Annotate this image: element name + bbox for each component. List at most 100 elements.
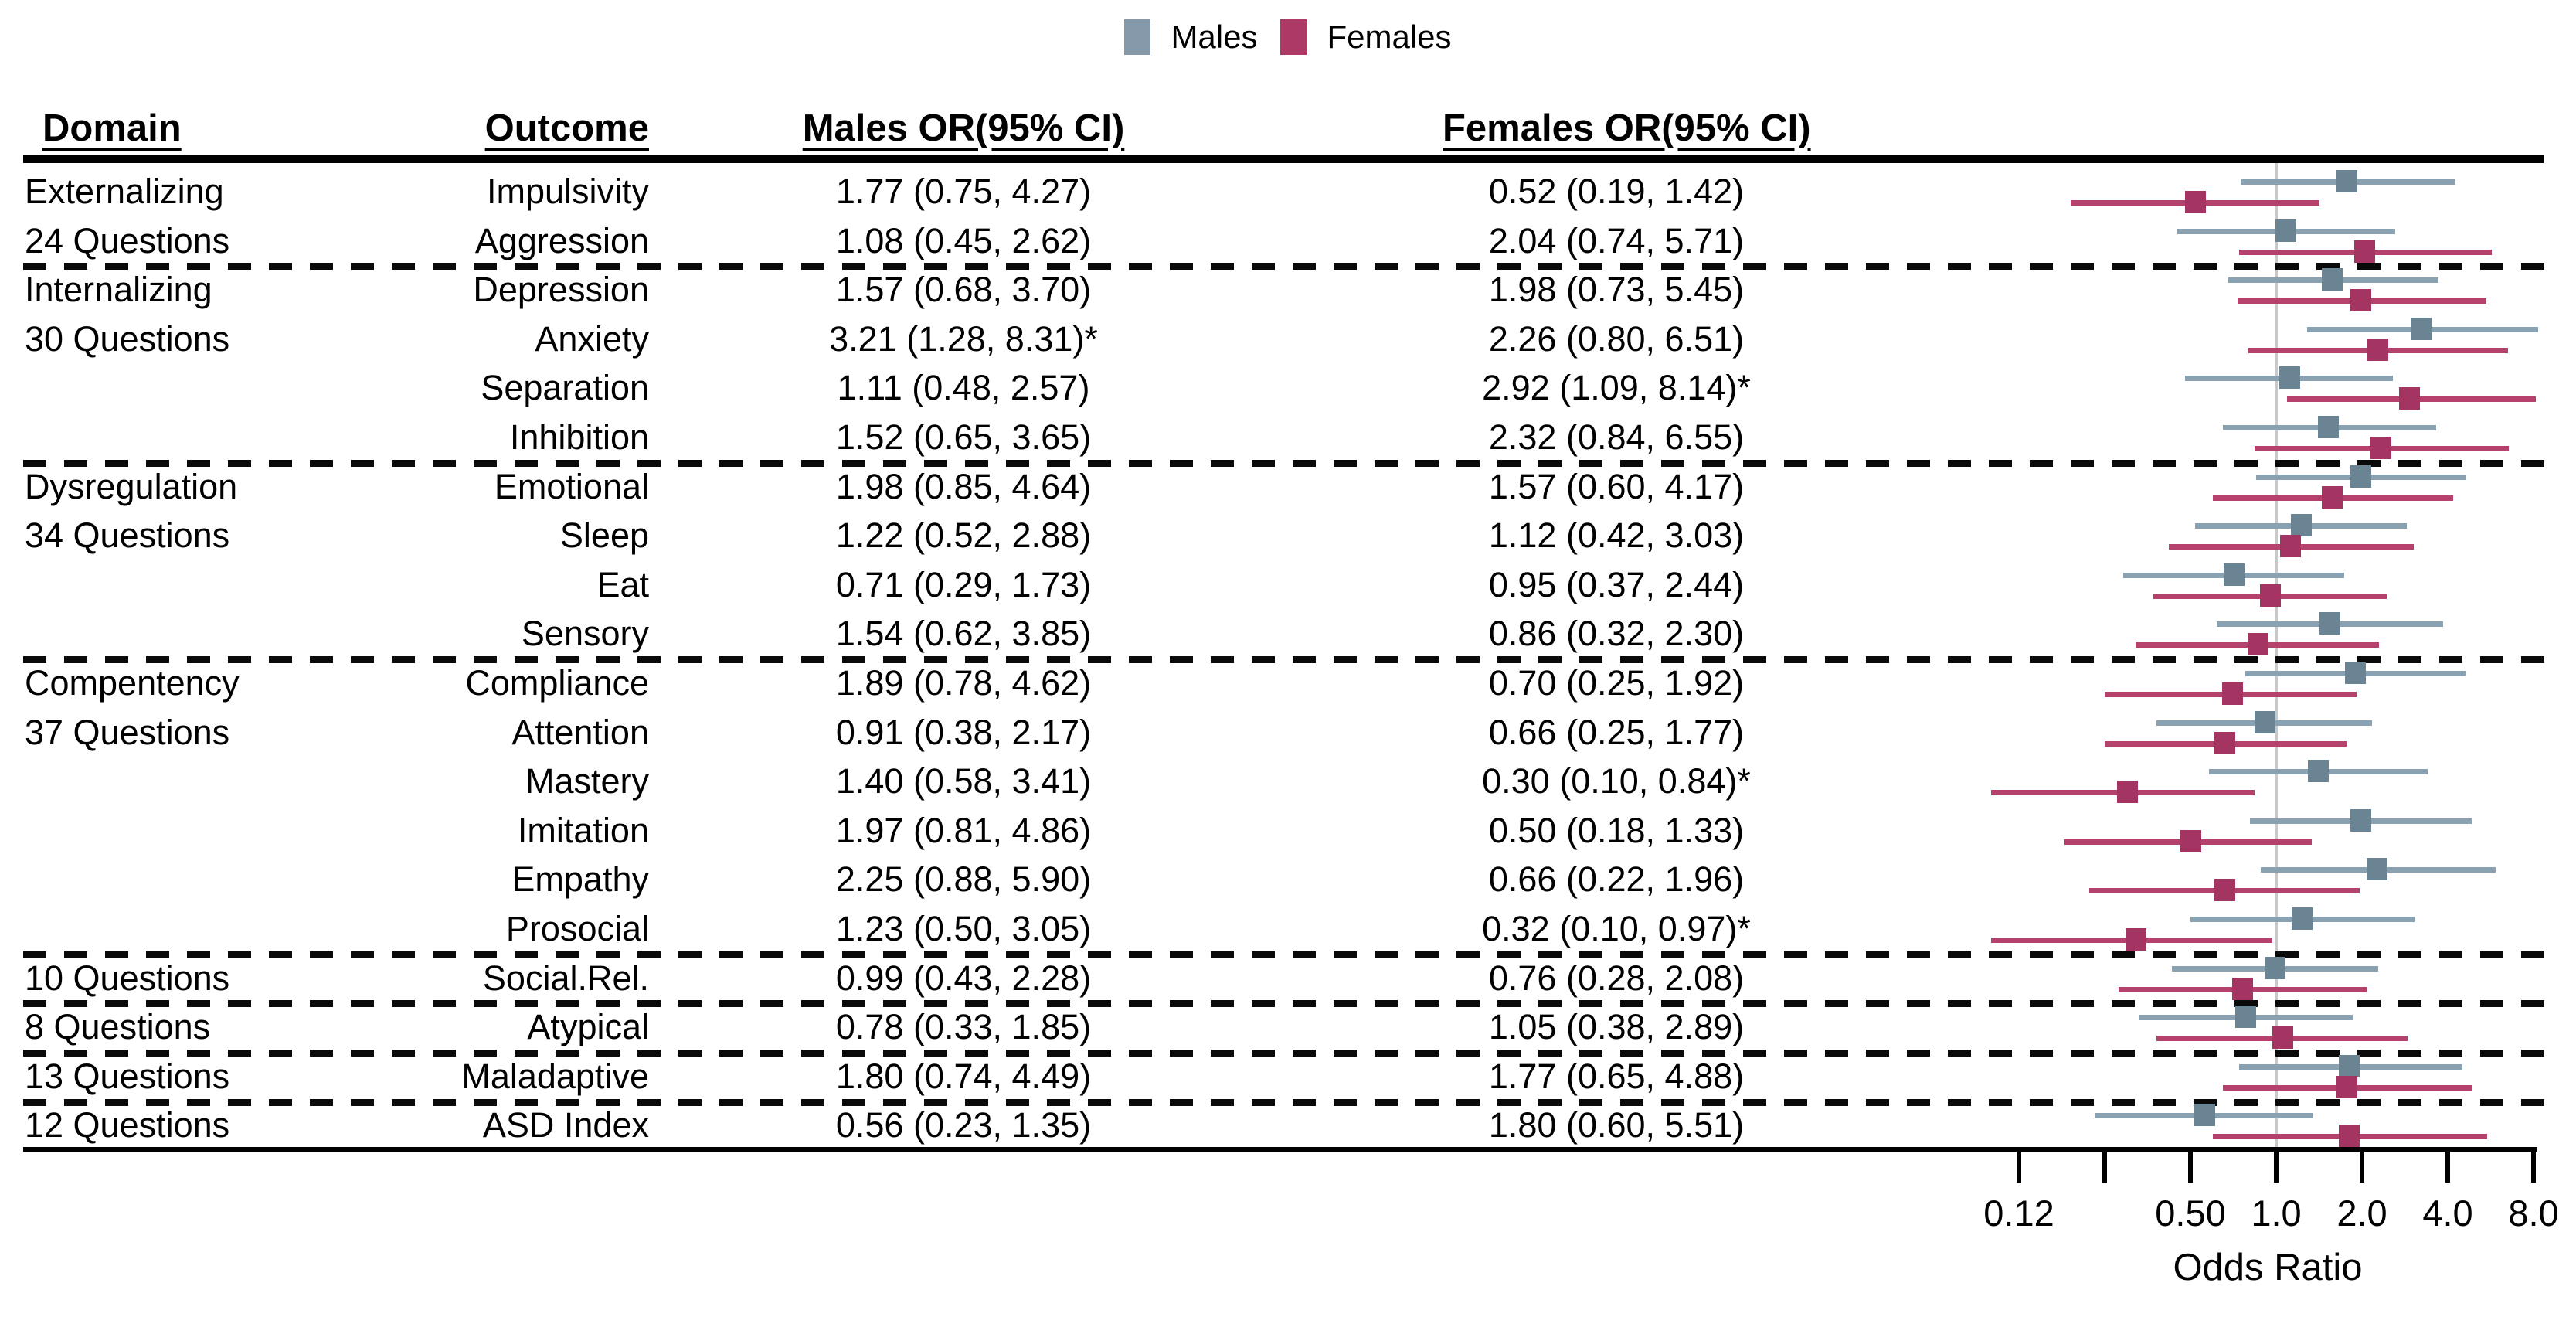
outcome-cell: ASD Index — [482, 1105, 649, 1145]
row-separator — [23, 656, 2553, 664]
female-or-marker — [2214, 731, 2236, 754]
male-or-marker — [2254, 710, 2275, 733]
female-or-marker — [2370, 437, 2391, 459]
male-or-marker — [2366, 858, 2387, 881]
male-or-marker — [2292, 907, 2313, 930]
domain-cell: Compentency — [25, 663, 240, 703]
axis-tick — [2274, 1152, 2279, 1183]
female-or-marker — [2125, 928, 2146, 951]
female-or-value: 0.70 (0.25, 1.92) — [1488, 663, 1745, 703]
females-legend-swatch-icon — [1280, 19, 1307, 55]
row-separator — [23, 1098, 2553, 1106]
outcome-cell: Inhibition — [509, 417, 649, 457]
male-or-value: 1.89 (0.78, 4.62) — [835, 663, 1092, 703]
outcome-cell: Prosocial — [505, 909, 649, 948]
female-or-value: 0.30 (0.10, 0.84)* — [1482, 761, 1751, 801]
row-separator — [23, 1050, 2553, 1057]
female-or-value: 1.12 (0.42, 3.03) — [1488, 516, 1745, 556]
male-or-value: 1.54 (0.62, 3.85) — [835, 614, 1092, 654]
outcome-cell: Mastery — [525, 761, 649, 801]
female-or-value: 0.52 (0.19, 1.42) — [1488, 172, 1745, 211]
outcome-cell: Sleep — [559, 516, 649, 556]
domain-cell: 10 Questions — [25, 958, 230, 998]
axis-tick-label: 4.0 — [2422, 1193, 2473, 1234]
legend: Males Females — [0, 17, 2576, 57]
outcome-cell: Social.Rel. — [482, 958, 649, 998]
female-or-marker — [2339, 1125, 2360, 1148]
female-or-value: 1.77 (0.65, 4.88) — [1488, 1056, 1745, 1096]
outcome-cell: Atypical — [527, 1007, 649, 1047]
legend-label-females: Females — [1327, 19, 1452, 55]
domain-cell: Internalizing — [25, 270, 212, 310]
female-or-marker — [2214, 879, 2236, 902]
legend-label-males: Males — [1171, 19, 1258, 55]
row-separator — [23, 459, 2553, 467]
male-or-marker — [2235, 1006, 2257, 1029]
male-or-value: 1.11 (0.48, 2.57) — [837, 368, 1090, 408]
male-or-marker — [2410, 317, 2432, 340]
row-separator — [23, 951, 2553, 958]
male-or-value: 1.98 (0.85, 4.64) — [835, 466, 1092, 506]
male-or-value: 1.97 (0.81, 4.86) — [835, 810, 1092, 850]
reference-line — [2275, 163, 2278, 1147]
domain-cell: Dysregulation — [25, 466, 238, 506]
male-or-marker — [2350, 465, 2372, 488]
female-or-marker — [2259, 584, 2281, 607]
male-or-value: 3.21 (1.28, 8.31)* — [829, 318, 1098, 359]
row-separator — [23, 263, 2553, 271]
outcome-cell: Empathy — [511, 859, 649, 900]
male-or-value: 1.80 (0.74, 4.49) — [835, 1056, 1092, 1096]
female-or-value: 2.32 (0.84, 6.55) — [1488, 417, 1745, 457]
male-or-marker — [2344, 662, 2366, 684]
male-or-marker — [2224, 563, 2245, 586]
x-axis-title: Odds Ratio — [2173, 1247, 2363, 1288]
outcome-cell: Aggression — [474, 220, 649, 260]
axis-tick — [2360, 1152, 2364, 1183]
female-or-marker — [2247, 633, 2268, 656]
domain-cell: 12 Questions — [25, 1105, 230, 1145]
outcome-cell: Anxiety — [535, 318, 649, 359]
axis-tick — [2188, 1152, 2193, 1183]
axis-tick — [2531, 1152, 2536, 1183]
domain-cell: 8 Questions — [25, 1007, 211, 1047]
header-outcome: Outcome — [484, 107, 649, 149]
female-or-value: 2.92 (1.09, 8.14)* — [1482, 368, 1751, 408]
male-or-marker — [2307, 760, 2329, 783]
legend-item-females: Females — [1280, 17, 1452, 57]
domain-cell: 13 Questions — [25, 1056, 230, 1096]
male-or-value: 1.52 (0.65, 3.65) — [835, 417, 1092, 457]
female-or-value: 1.57 (0.60, 4.17) — [1488, 466, 1745, 506]
female-or-marker — [2232, 977, 2254, 1000]
male-or-marker — [2265, 956, 2286, 979]
outcome-cell: Maladaptive — [461, 1056, 649, 1096]
female-or-value: 0.50 (0.18, 1.33) — [1488, 810, 1745, 850]
male-or-marker — [2322, 268, 2343, 291]
axis-tick-label: 2.0 — [2336, 1193, 2387, 1234]
male-or-marker — [2350, 808, 2371, 832]
axis-tick — [2017, 1152, 2021, 1183]
axis-tick-label: 1.0 — [2251, 1193, 2302, 1234]
male-or-value: 0.91 (0.38, 2.17) — [835, 712, 1092, 752]
outcome-cell: Impulsivity — [486, 172, 649, 211]
domain-cell: Externalizing — [25, 172, 224, 211]
male-or-value: 1.22 (0.52, 2.88) — [835, 516, 1092, 556]
female-or-value: 0.32 (0.10, 0.97)* — [1482, 909, 1751, 948]
female-or-marker — [2367, 338, 2388, 361]
female-or-value: 1.80 (0.60, 5.51) — [1488, 1105, 1745, 1145]
outcome-cell: Compliance — [465, 663, 649, 703]
female-or-marker — [2280, 535, 2302, 558]
header-domain: Domain — [42, 107, 182, 149]
male-or-value: 1.40 (0.58, 3.41) — [835, 761, 1092, 801]
outcome-cell: Eat — [596, 564, 649, 604]
female-or-value: 1.05 (0.38, 2.89) — [1488, 1007, 1745, 1047]
male-or-value: 0.56 (0.23, 1.35) — [835, 1105, 1092, 1145]
outcome-cell: Separation — [481, 368, 649, 408]
male-or-marker — [2194, 1104, 2216, 1127]
header-males-or: Males OR(95% CI) — [802, 107, 1125, 149]
male-or-marker — [2275, 219, 2297, 242]
outcome-cell: Attention — [511, 712, 649, 752]
male-or-value: 1.08 (0.45, 2.62) — [835, 220, 1092, 260]
female-or-marker — [2117, 781, 2139, 804]
male-or-value: 1.77 (0.75, 4.27) — [835, 172, 1092, 211]
